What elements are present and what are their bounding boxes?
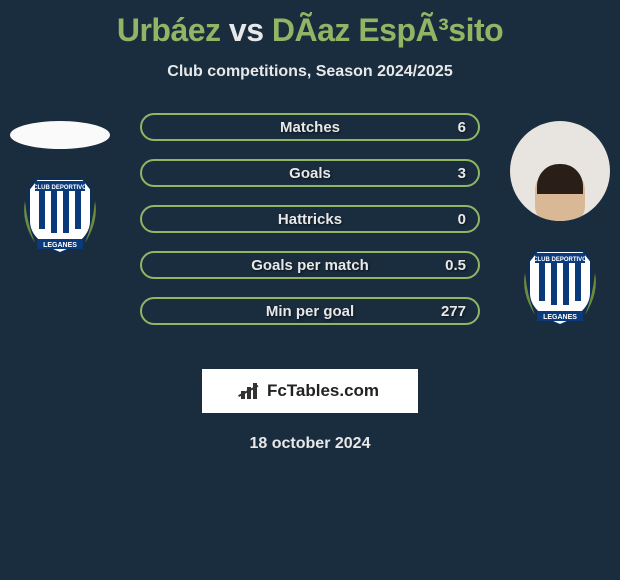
vs-separator: vs: [229, 12, 264, 48]
stat-right-value: 6: [458, 119, 466, 136]
stat-label: Hattricks: [278, 211, 342, 228]
brand-text: FcTables.com: [267, 381, 379, 401]
stat-row-hattricks: Hattricks 0: [140, 205, 480, 233]
svg-text:CLUB DEPORTIVO: CLUB DEPORTIVO: [33, 185, 87, 191]
stat-right-value: 0.5: [445, 257, 466, 274]
stat-row-gpm: Goals per match 0.5: [140, 251, 480, 279]
chart-icon: [241, 383, 261, 399]
stat-right-value: 0: [458, 211, 466, 228]
player2-photo: [510, 121, 610, 221]
snapshot-date: 18 october 2024: [0, 435, 620, 453]
brand-badge: FcTables.com: [202, 369, 418, 413]
stat-row-goals: Goals 3: [140, 159, 480, 187]
stat-bars: Matches 6 Goals 3 Hattricks 0 Goals per …: [140, 113, 480, 343]
player2-club-logo: CLUB DEPORTIVO LEGANES: [517, 243, 603, 329]
stat-row-matches: Matches 6: [140, 113, 480, 141]
player1-photo: [10, 121, 110, 149]
season-subtitle: Club competitions, Season 2024/2025: [0, 63, 620, 81]
stat-label: Goals: [289, 165, 331, 182]
stat-right-value: 277: [441, 303, 466, 320]
stat-label: Goals per match: [251, 257, 369, 274]
svg-text:LEGANES: LEGANES: [43, 242, 77, 249]
comparison-title: Urbáez vs DÃ­az EspÃ³sito: [0, 0, 620, 49]
player1-name: Urbáez: [117, 12, 221, 48]
player2-name: DÃ­az EspÃ³sito: [272, 12, 503, 48]
stat-right-value: 3: [458, 165, 466, 182]
stat-label: Min per goal: [266, 303, 354, 320]
player2-column: CLUB DEPORTIVO LEGANES: [500, 111, 620, 329]
player1-column: CLUB DEPORTIVO LEGANES: [0, 111, 120, 257]
stats-section: CLUB DEPORTIVO LEGANES: [0, 111, 620, 351]
svg-text:CLUB DEPORTIVO: CLUB DEPORTIVO: [533, 257, 587, 263]
player1-club-logo: CLUB DEPORTIVO LEGANES: [17, 171, 103, 257]
stat-row-mpg: Min per goal 277: [140, 297, 480, 325]
svg-text:LEGANES: LEGANES: [543, 314, 577, 321]
stat-label: Matches: [280, 119, 340, 136]
